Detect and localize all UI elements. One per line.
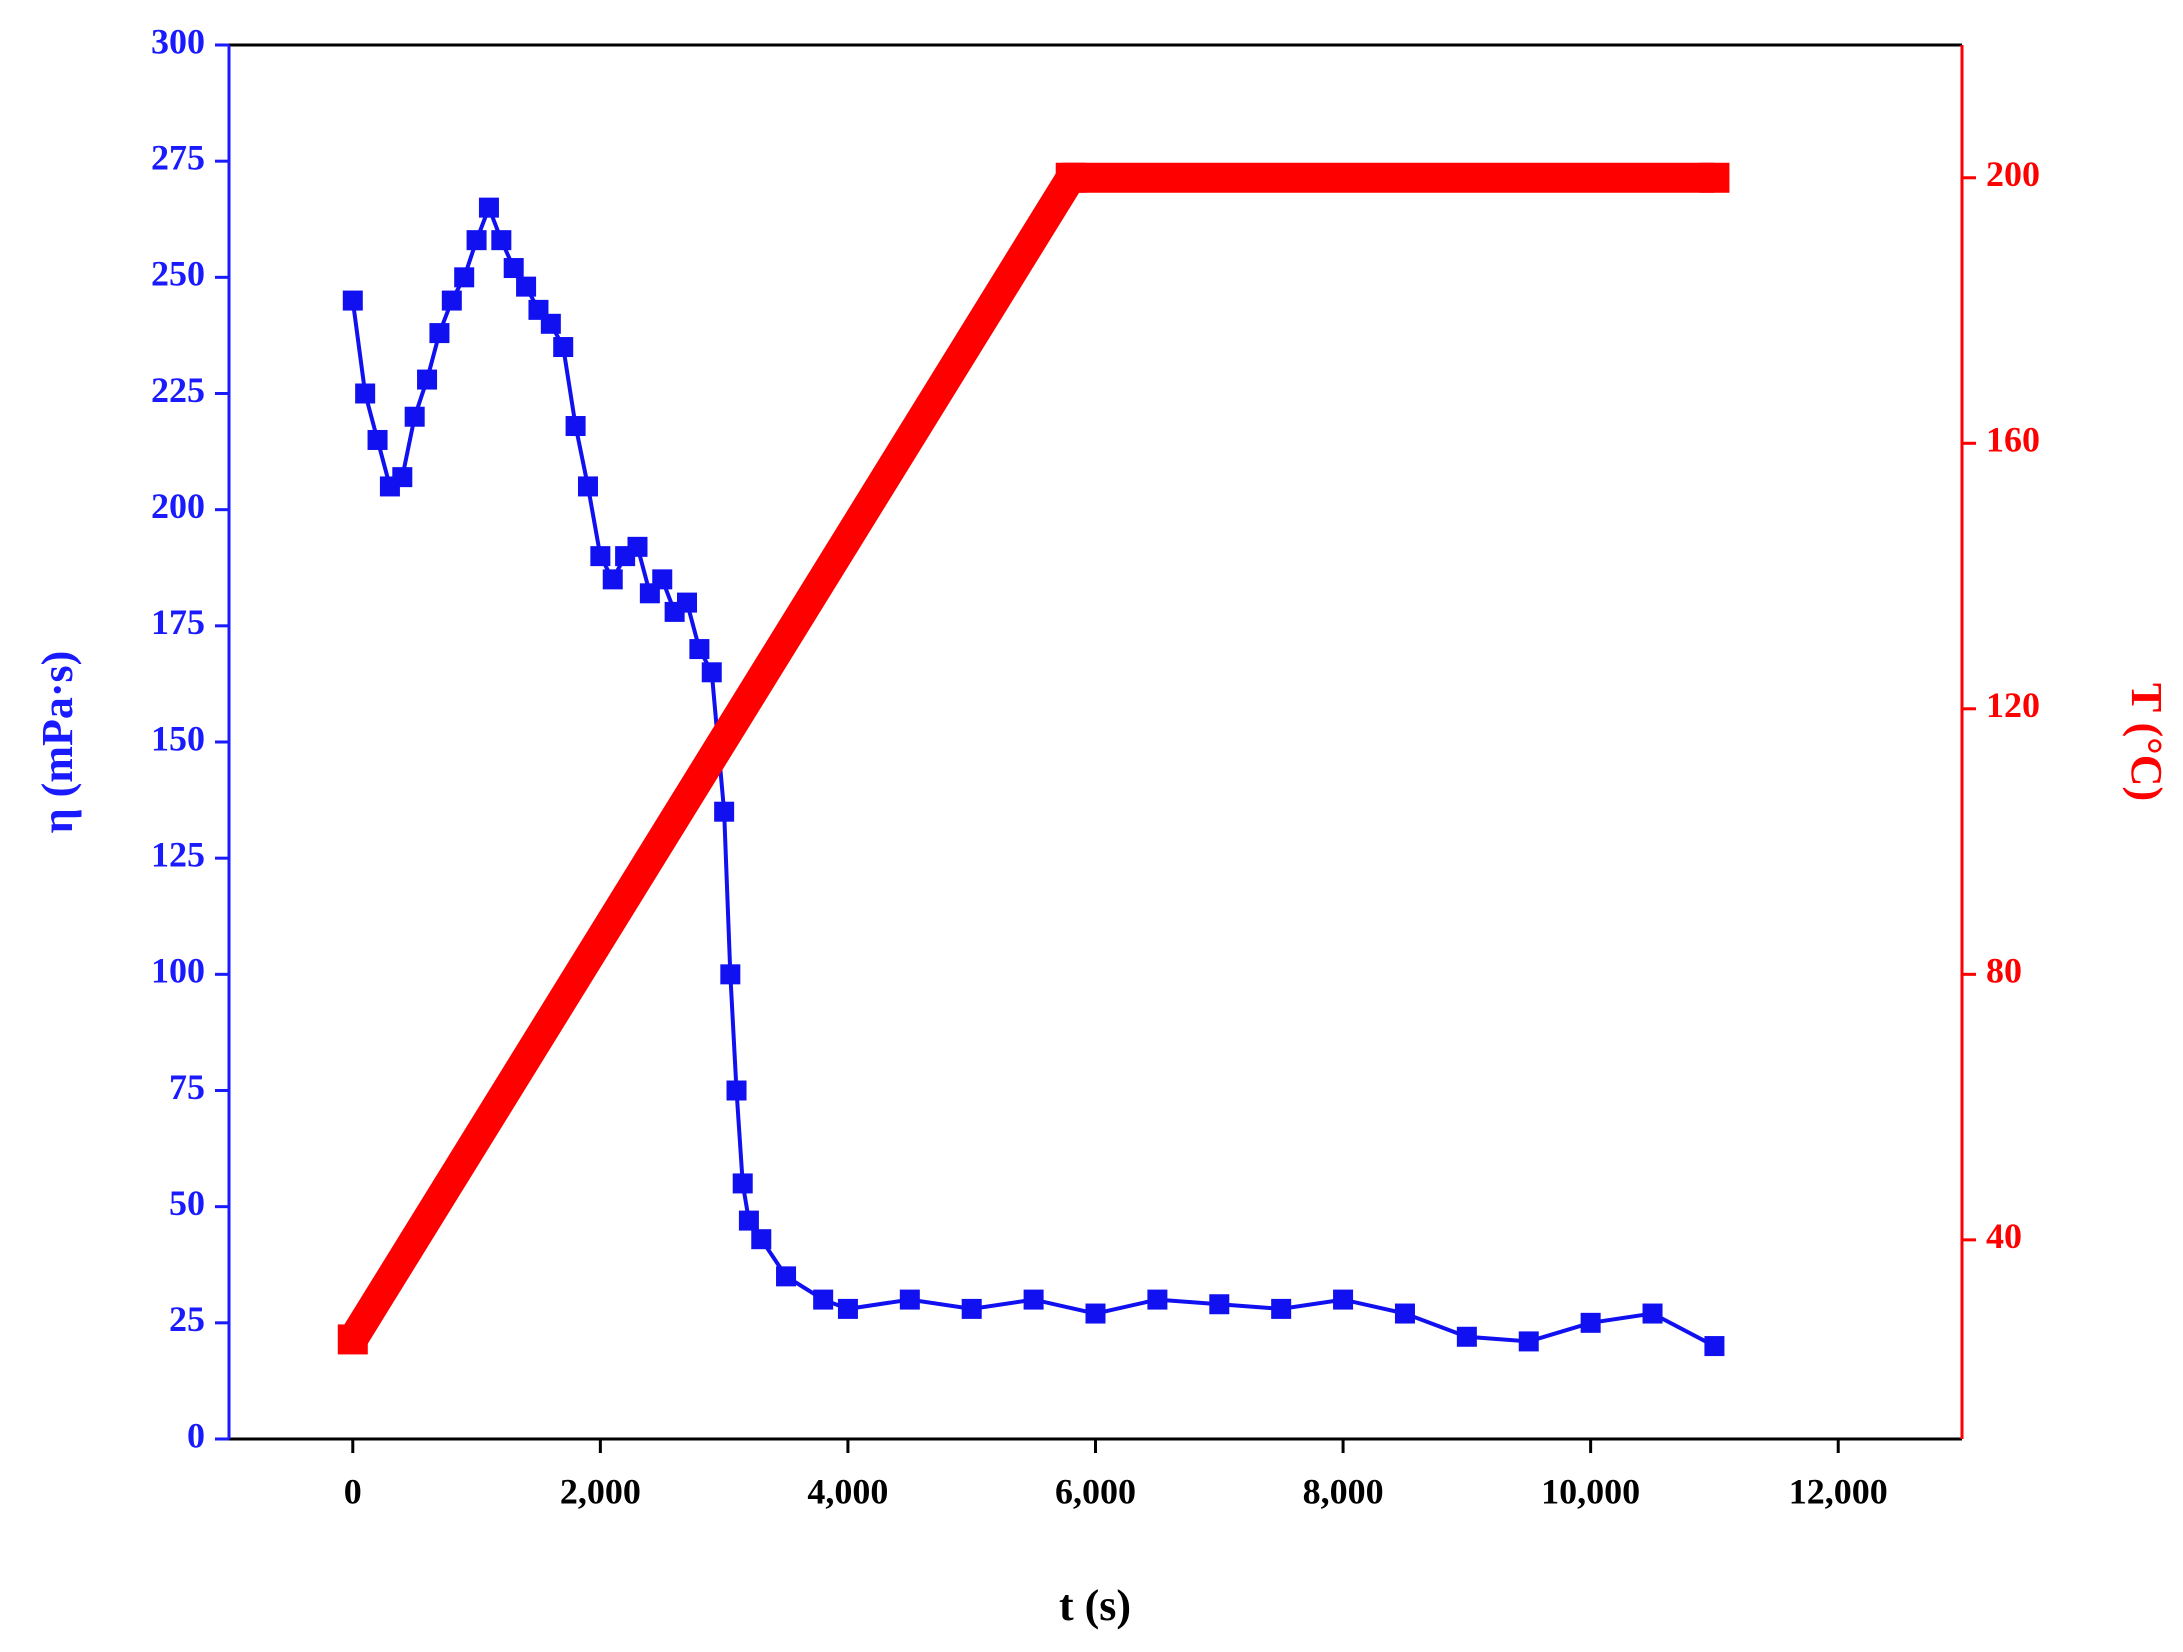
data-marker <box>355 383 376 404</box>
data-marker <box>652 569 673 590</box>
data-marker <box>602 569 623 590</box>
data-marker <box>516 276 537 297</box>
y2-tick-label: 200 <box>1986 154 2040 194</box>
data-marker <box>429 323 450 344</box>
data-marker <box>392 467 413 488</box>
y-tick-label: 100 <box>151 951 205 991</box>
x-tick-label: 4,000 <box>807 1471 888 1511</box>
data-marker <box>590 546 611 567</box>
data-marker <box>837 1298 858 1319</box>
y2-tick-label: 80 <box>1986 951 2022 991</box>
data-marker <box>701 662 722 683</box>
y2-axis-title: T (°C) <box>2122 683 2171 801</box>
data-marker <box>1271 1298 1292 1319</box>
data-marker <box>1394 1303 1415 1324</box>
data-marker <box>1147 1289 1168 1310</box>
x-tick-label: 0 <box>344 1471 362 1511</box>
data-marker <box>677 592 698 613</box>
y2-tick-label: 120 <box>1986 685 2040 725</box>
data-marker <box>404 406 425 427</box>
data-marker <box>466 230 487 251</box>
data-marker <box>627 536 648 557</box>
y2-tick-label: 160 <box>1986 420 2040 460</box>
y-tick-label: 250 <box>151 254 205 294</box>
data-marker <box>565 416 586 437</box>
y-tick-label: 275 <box>151 137 205 177</box>
data-marker <box>1023 1289 1044 1310</box>
data-marker <box>1209 1294 1230 1315</box>
data-marker <box>726 1080 747 1101</box>
y2-tick-label: 40 <box>1986 1216 2022 1256</box>
data-marker <box>503 258 524 279</box>
data-marker <box>899 1289 920 1310</box>
data-marker <box>454 267 475 288</box>
y-tick-label: 150 <box>151 718 205 758</box>
data-marker <box>1699 162 1730 193</box>
x-axis-title: t (s) <box>1059 1581 1131 1630</box>
data-marker <box>417 369 438 390</box>
data-marker <box>337 1324 368 1355</box>
x-tick-label: 6,000 <box>1055 1471 1136 1511</box>
data-marker <box>1456 1326 1477 1347</box>
data-marker <box>1333 1289 1354 1310</box>
data-marker <box>1055 162 1086 193</box>
y-tick-label: 75 <box>169 1067 205 1107</box>
x-tick-label: 2,000 <box>560 1471 641 1511</box>
data-marker <box>813 1289 834 1310</box>
data-marker <box>720 964 741 985</box>
data-marker <box>553 337 574 358</box>
data-marker <box>751 1229 772 1250</box>
data-marker <box>540 313 561 334</box>
x-tick-label: 8,000 <box>1303 1471 1384 1511</box>
y-tick-label: 50 <box>169 1183 205 1223</box>
y-tick-label: 175 <box>151 602 205 642</box>
x-tick-label: 10,000 <box>1541 1471 1640 1511</box>
y-tick-label: 200 <box>151 486 205 526</box>
data-marker <box>491 230 512 251</box>
data-marker <box>441 290 462 311</box>
data-marker <box>776 1266 797 1287</box>
y-axis-title: η (mPa·s) <box>33 651 82 834</box>
data-marker <box>714 801 735 822</box>
data-marker <box>961 1298 982 1319</box>
data-marker <box>577 476 598 497</box>
y-tick-label: 225 <box>151 370 205 410</box>
data-marker <box>478 197 499 218</box>
data-marker <box>1642 1303 1663 1324</box>
y-tick-label: 125 <box>151 834 205 874</box>
data-marker <box>367 429 388 450</box>
data-marker <box>342 290 363 311</box>
data-marker <box>1704 1336 1725 1357</box>
y-tick-label: 25 <box>169 1299 205 1339</box>
data-marker <box>689 639 710 660</box>
data-line <box>350 202 1716 1348</box>
data-marker <box>738 1210 759 1231</box>
y-tick-label: 300 <box>151 21 205 61</box>
x-tick-label: 12,000 <box>1789 1471 1888 1511</box>
data-marker <box>1580 1312 1601 1333</box>
data-marker <box>1518 1331 1539 1352</box>
y-tick-label: 0 <box>187 1415 205 1455</box>
data-marker <box>1085 1303 1106 1324</box>
data-marker <box>732 1173 753 1194</box>
